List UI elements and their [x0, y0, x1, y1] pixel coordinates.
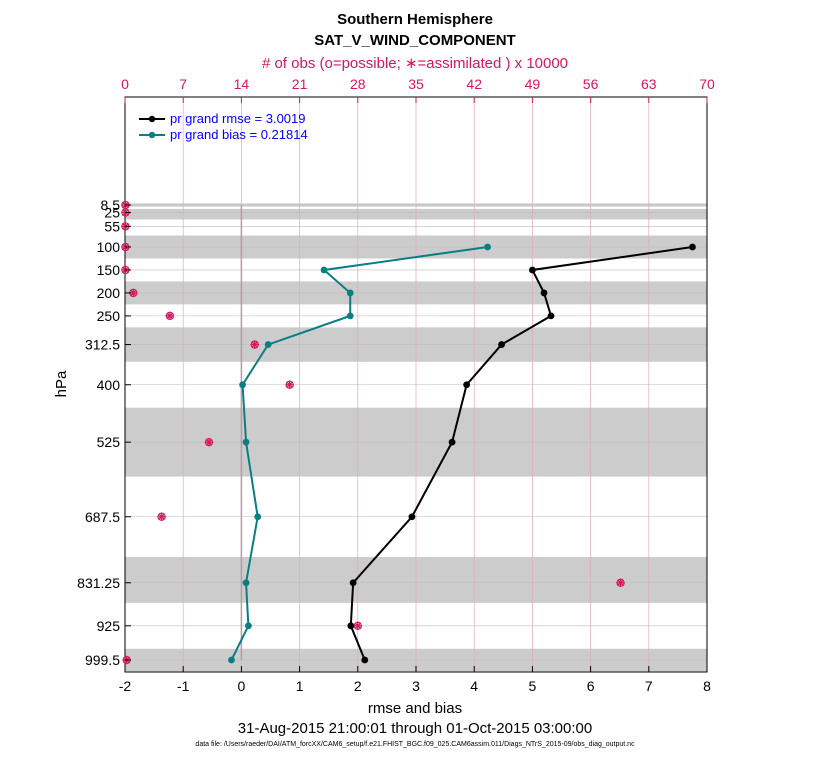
series-1-point-6 [242, 438, 250, 446]
series-0-point-10 [361, 656, 369, 664]
date-range: 31-Aug-2015 21:00:01 through 01-Oct-2015… [238, 720, 592, 737]
legend-label-bias: pr grand bias = 0.21814 [170, 127, 308, 142]
top-tick-label-4: 28 [350, 76, 366, 92]
bottom-tick-label-10: 8 [703, 678, 711, 694]
top-tick-label-10: 70 [699, 76, 715, 92]
obs-assimilated-stroke [129, 289, 137, 297]
bottom-tick-label-1: -1 [177, 678, 190, 694]
bottom-tick-label-6: 4 [470, 678, 478, 694]
level-label-2: 55 [104, 218, 120, 234]
level-label-6: 250 [97, 308, 121, 324]
series-0-point-4 [498, 341, 505, 348]
bottom-tick-label-4: 2 [354, 678, 362, 694]
top-tick-label-0: 0 [121, 76, 129, 92]
series-1-point-8 [242, 579, 250, 587]
series-0-point-2 [540, 289, 548, 297]
series-0-point-9 [347, 622, 355, 630]
data-file-note: data file: /Users/raeder/DAI/ATM_forcXX/… [195, 741, 635, 748]
top-tick-label-8: 56 [583, 76, 599, 92]
series-0-point-8 [349, 579, 357, 587]
bottom-tick-label-9: 7 [645, 678, 653, 694]
level-label-4: 150 [97, 262, 121, 278]
series-1-point-2 [346, 289, 354, 297]
series-1-point-7 [254, 513, 262, 521]
top-tick-label-7: 49 [525, 76, 541, 92]
bottom-tick-label-8: 6 [587, 678, 595, 694]
level-label-12: 925 [97, 618, 121, 634]
bottom-tick-label-2: 0 [238, 678, 246, 694]
bottom-tick-label-7: 5 [529, 678, 537, 694]
series-1-point-0 [484, 243, 491, 251]
obs-assimilated-stroke [205, 438, 213, 446]
bottom-tick-label-0: -2 [119, 678, 132, 694]
obs-marker-6 [165, 311, 175, 321]
top-tick-label-6: 42 [466, 76, 482, 92]
obs-assimilated-stroke [166, 312, 174, 320]
level-label-3: 100 [97, 239, 121, 255]
legend-marker-bias [148, 131, 156, 139]
obs-marker-12 [353, 621, 362, 630]
bottom-tick-label-5: 3 [412, 678, 420, 694]
series-lines [228, 243, 696, 664]
series-1-point-5 [239, 381, 246, 389]
top-tick-label-1: 7 [179, 76, 187, 92]
obs-marker-7 [250, 340, 259, 349]
series-1-point-3 [346, 312, 354, 320]
obs-assimilated-stroke [158, 513, 166, 521]
legend-label-rmse: pr grand rmse = 3.0019 [170, 111, 306, 126]
level-label-11: 831.25 [77, 575, 120, 591]
series-1-point-4 [264, 341, 272, 348]
series-1-point-10 [228, 656, 235, 664]
chart-subtitle: SAT_V_WIND_COMPONENT [314, 32, 515, 49]
level-label-10: 687.5 [85, 509, 120, 525]
obs-marker-11 [616, 578, 625, 587]
level-label-8: 400 [97, 377, 121, 393]
series-0-point-1 [529, 266, 536, 274]
obs-marker-10 [157, 512, 166, 521]
top-axis-label: # of obs (o=possible; ∗=assimilated ) x … [262, 55, 568, 72]
series-1-point-1 [320, 266, 328, 274]
series-1-point-9 [244, 622, 252, 630]
y-axis-label: hPa [53, 370, 70, 397]
axis-ticks: -2 -1 0 1 2 3 4 5 6 7 80 7 14 21 28 35 42 49 56 63 708.52555… [77, 76, 715, 694]
level-label-13: 999.5 [85, 652, 120, 668]
level-label-5: 200 [97, 285, 121, 301]
series-0-point-7 [408, 513, 416, 521]
bottom-tick-label-3: 1 [296, 678, 304, 694]
series-0-point-3 [547, 312, 555, 320]
legend-marker-rmse [148, 115, 156, 123]
obs-marker-9 [204, 437, 214, 447]
top-tick-label-9: 63 [641, 76, 657, 92]
top-tick-label-2: 14 [234, 76, 250, 92]
level-label-0: 8.5 [101, 197, 121, 213]
obs-assimilated-stroke [617, 579, 624, 587]
series-0-point-6 [448, 438, 456, 446]
top-tick-label-3: 21 [292, 76, 308, 92]
series-0-point-5 [463, 381, 471, 389]
legend: pr grand rmse = 3.0019 pr grand bias = 0… [139, 111, 308, 142]
obs-assimilated-stroke [286, 381, 294, 389]
obs-assimilated-stroke [354, 622, 362, 630]
series-0-point-0 [689, 243, 696, 251]
obs-marker-8 [285, 380, 294, 389]
level-label-1: 25 [104, 205, 120, 221]
x-axis-label: rmse and bias [368, 700, 462, 717]
top-tick-label-5: 35 [408, 76, 424, 92]
level-label-7: 312.5 [85, 337, 120, 353]
level-label-9: 525 [97, 434, 121, 450]
chart-title: Southern Hemisphere [337, 11, 493, 28]
obs-assimilated-stroke [251, 341, 259, 349]
